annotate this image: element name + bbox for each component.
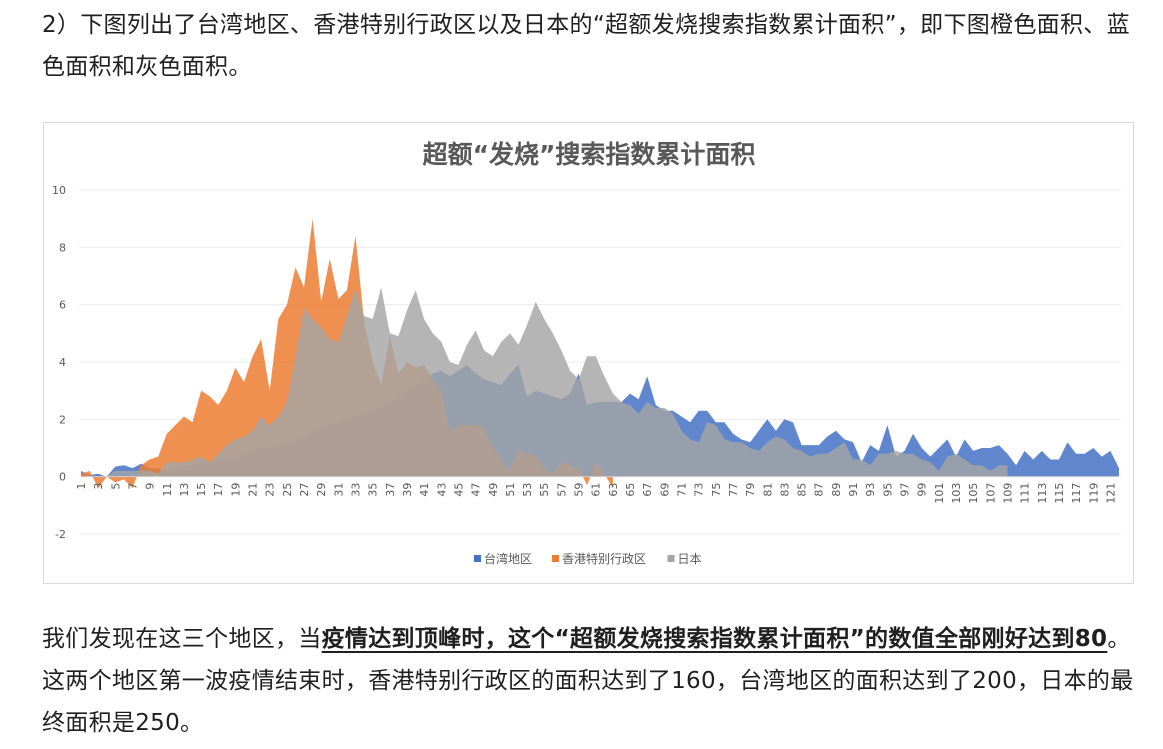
- x-tick-label: 121: [1104, 483, 1117, 504]
- x-tick-label: 13: [178, 483, 191, 497]
- x-tick-label: 81: [761, 483, 774, 497]
- y-tick-label: 10: [52, 184, 66, 197]
- x-tick-label: 39: [401, 483, 414, 497]
- x-tick-label: 51: [504, 483, 517, 497]
- x-tick-label: 109: [1001, 483, 1014, 504]
- x-tick-label: 17: [212, 483, 225, 497]
- x-tick-label: 113: [1036, 483, 1049, 504]
- conclusion-paragraph: 我们发现在这三个地区，当疫情达到顶峰时，这个“超额发烧搜索指数累计面积”的数值全…: [42, 618, 1142, 744]
- x-tick-label: 105: [967, 483, 980, 504]
- legend-label: 香港特别行政区: [562, 551, 646, 566]
- x-tick-label: 119: [1087, 483, 1100, 504]
- x-tick-label: 23: [264, 483, 277, 497]
- x-tick-label: 99: [916, 483, 929, 497]
- x-tick-label: 33: [350, 483, 363, 497]
- conclusion-highlight: 疫情达到顶峰时，这个“超额发烧搜索指数累计面积”的数值全部刚好达到80: [321, 626, 1108, 652]
- x-tick-label: 103: [950, 483, 963, 504]
- x-tick-label: 87: [813, 483, 826, 497]
- y-tick-label: 4: [59, 356, 66, 369]
- chart-title: 超额“发烧”搜索指数累计面积: [423, 140, 756, 169]
- y-axis-ticks: -2 0 2 4 6 8 10: [52, 184, 66, 541]
- x-tick-label: 77: [727, 483, 740, 497]
- x-tick-label: 75: [710, 483, 723, 497]
- chart-container: 超额“发烧”搜索指数累计面积 -2 0 2 4 6 8 10 1 3 5 7 9 11 13 15 17 19…: [43, 122, 1134, 584]
- legend-swatch: [552, 555, 559, 562]
- x-tick-label: 55: [538, 483, 551, 497]
- x-tick-label: 49: [487, 483, 500, 497]
- legend-label: 台湾地区: [484, 551, 532, 566]
- x-tick-label: 57: [555, 483, 568, 497]
- y-tick-label: 0: [59, 471, 66, 484]
- intro-paragraph: 2）下图列出了台湾地区、香港特别行政区以及日本的“超额发烧搜索指数累计面积”，即…: [42, 4, 1142, 88]
- x-tick-label: 107: [984, 483, 997, 504]
- x-tick-label: 27: [298, 483, 311, 497]
- y-tick-label: -2: [55, 528, 66, 541]
- x-tick-label: 65: [624, 483, 637, 497]
- x-tick-label: 97: [899, 483, 912, 497]
- x-tick-label: 101: [933, 483, 946, 504]
- legend-swatch: [667, 555, 675, 562]
- x-tick-label: 35: [367, 483, 380, 497]
- x-tick-label: 19: [229, 483, 242, 497]
- x-tick-label: 89: [830, 483, 843, 497]
- x-tick-label: 83: [778, 483, 791, 497]
- x-tick-label: 9: [144, 483, 157, 490]
- x-tick-label: 115: [1053, 483, 1066, 504]
- x-tick-label: 63: [607, 483, 620, 497]
- x-tick-label: 3: [92, 483, 105, 490]
- area-series-2: [106, 287, 1008, 477]
- y-tick-label: 8: [59, 241, 66, 254]
- chart-legend: 台湾地区 香港特别行政区 日本: [474, 551, 702, 566]
- x-tick-label: 73: [693, 483, 706, 497]
- legend-swatch: [474, 555, 481, 562]
- x-tick-label: 67: [641, 483, 654, 497]
- x-tick-label: 43: [435, 483, 448, 497]
- x-tick-label: 25: [281, 483, 294, 497]
- x-tick-label: 37: [384, 483, 397, 497]
- intro-text: 2）下图列出了台湾地区、香港特别行政区以及日本的“超额发烧搜索指数累计面积”，即…: [42, 12, 1130, 80]
- x-tick-label: 7: [126, 483, 139, 490]
- area-series: [81, 218, 1119, 489]
- x-tick-label: 47: [470, 483, 483, 497]
- y-gridlines: [79, 189, 1121, 535]
- x-tick-label: 117: [1070, 483, 1083, 504]
- legend-label: 日本: [678, 552, 702, 566]
- x-tick-label: 95: [881, 483, 894, 497]
- x-tick-label: 93: [864, 483, 877, 497]
- y-tick-label: 6: [59, 299, 66, 312]
- x-tick-label: 91: [847, 483, 860, 497]
- x-tick-label: 1: [75, 483, 88, 490]
- x-tick-label: 21: [247, 483, 260, 497]
- x-tick-label: 31: [332, 483, 345, 497]
- x-tick-label: 59: [573, 483, 586, 497]
- conclusion-prefix: 我们发现在这三个地区，当: [42, 626, 322, 652]
- x-tick-label: 111: [1019, 483, 1032, 504]
- x-tick-label: 41: [418, 483, 431, 497]
- x-tick-label: 29: [315, 483, 328, 497]
- conclusion-suffix: 。这两个地区第一波疫情结束时，香港特别行政区的面积达到了160，台湾地区的面积达…: [42, 626, 1134, 736]
- x-tick-label: 85: [796, 483, 809, 497]
- x-tick-label: 61: [590, 483, 603, 497]
- x-tick-label: 53: [521, 483, 534, 497]
- x-tick-label: 45: [452, 483, 465, 497]
- x-tick-label: 11: [161, 483, 174, 497]
- x-tick-label: 69: [658, 483, 671, 497]
- x-tick-label: 15: [195, 483, 208, 497]
- x-tick-label: 79: [744, 483, 757, 497]
- x-axis-ticks: 1 3 5 7 9 11 13 15 17 19 21 23 25 27 29 31 33 35 37 39 41 43 4…: [75, 483, 1117, 504]
- x-tick-label: 5: [109, 483, 122, 490]
- y-tick-label: 2: [59, 413, 66, 426]
- x-tick-label: 71: [675, 483, 688, 497]
